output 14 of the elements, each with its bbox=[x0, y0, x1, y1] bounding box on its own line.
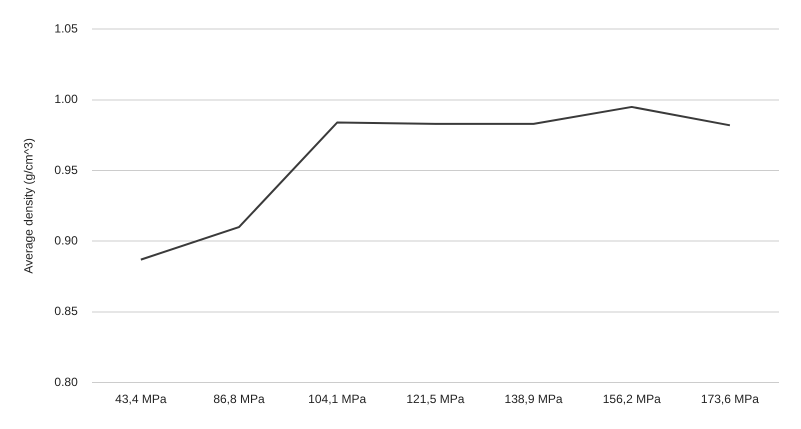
x-tick-label: 121,5 MPa bbox=[406, 392, 465, 406]
x-tick-label: 138,9 MPa bbox=[504, 392, 563, 406]
x-tick-label: 86,8 MPa bbox=[213, 392, 266, 406]
y-tick-label: 1.00 bbox=[54, 92, 78, 106]
y-tick-label: 0.85 bbox=[54, 304, 78, 318]
y-tick-label: 1.05 bbox=[54, 22, 78, 36]
x-tick-label: 43,4 MPa bbox=[115, 392, 167, 406]
x-tick-label: 104,1 MPa bbox=[308, 392, 367, 406]
y-tick-label: 0.90 bbox=[54, 234, 78, 248]
x-tick-label: 156,2 MPa bbox=[602, 392, 662, 406]
y-tick-label: 0.80 bbox=[54, 374, 78, 389]
x-tick-label: 173,6 MPa bbox=[700, 392, 760, 406]
y-axis-title: Average density (g/cm^3) bbox=[22, 138, 36, 274]
y-tick-label: 0.95 bbox=[54, 162, 78, 177]
